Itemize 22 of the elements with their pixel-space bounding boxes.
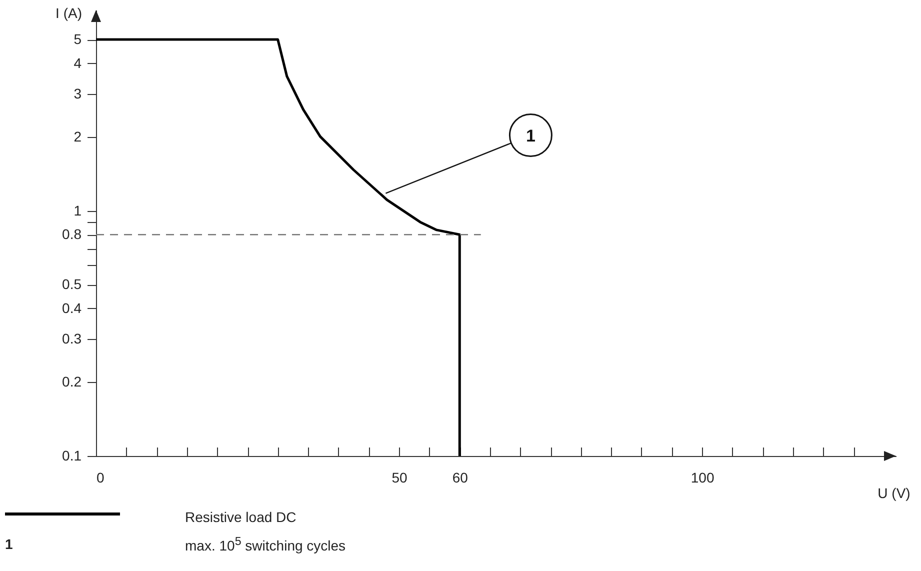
x-axis-title: U (V): [878, 485, 910, 501]
y-tick-label: 1: [74, 202, 82, 218]
y-tick-label: 0.5: [62, 276, 82, 292]
y-tick-label: 0.8: [62, 226, 82, 242]
annotation: 1: [526, 126, 536, 146]
text: 1: [5, 536, 13, 552]
y-tick-label: 3: [74, 85, 82, 102]
text: max. 10$^{5}$ switching cycles: [185, 535, 346, 554]
x-tick-label: 50: [392, 470, 408, 486]
x-tick-label: 100: [690, 470, 714, 486]
y-tick-label: 4: [74, 54, 82, 71]
y-tick-label: 0.1: [62, 448, 82, 464]
y-tick-label: 0.2: [62, 374, 82, 390]
line-series: [94, 38, 461, 458]
y-tick-label: 2: [74, 128, 82, 145]
x-tick-label: 60: [452, 470, 468, 486]
y-axis-title: I (A): [56, 5, 82, 21]
y-tick-label: 0.4: [62, 300, 82, 316]
y-tick-label: 5: [74, 31, 82, 48]
text: Resistive load DC: [185, 509, 296, 525]
y-tick-label: 0.3: [62, 330, 82, 347]
x-tick-label: 0: [96, 470, 104, 486]
